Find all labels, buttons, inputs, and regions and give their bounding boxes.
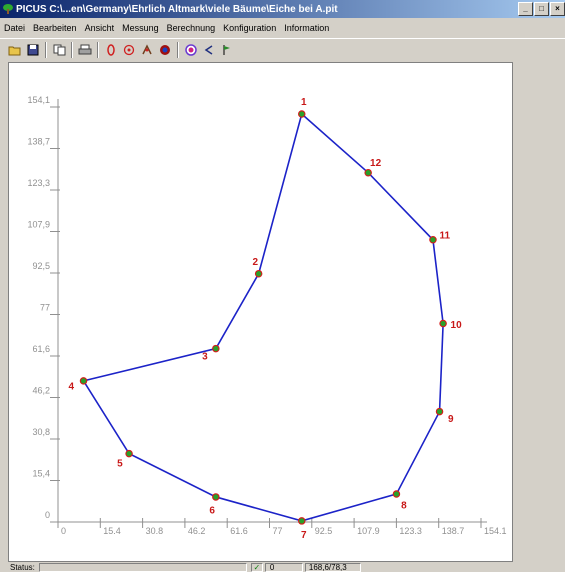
target-icon[interactable] bbox=[182, 41, 200, 59]
point-marker bbox=[439, 319, 447, 328]
y-tick-label: 92,5 bbox=[32, 261, 50, 271]
menu-berechnung[interactable]: Berechnung bbox=[166, 23, 216, 33]
x-tick-label: 30.8 bbox=[146, 526, 164, 536]
point-marker bbox=[435, 407, 444, 416]
point-label: 1 bbox=[301, 97, 307, 108]
point-marker bbox=[254, 269, 263, 278]
menu-datei[interactable]: Datei bbox=[4, 23, 26, 33]
ellipse-icon[interactable] bbox=[102, 41, 120, 59]
point-marker bbox=[298, 110, 306, 118]
series-line bbox=[82, 112, 444, 522]
tree-icon bbox=[3, 4, 13, 14]
point-label: 10 bbox=[451, 320, 463, 331]
point-marker bbox=[364, 168, 372, 177]
menu-bearbeiten[interactable]: Bearbeiten bbox=[33, 23, 77, 33]
point-label: 3 bbox=[202, 352, 208, 363]
x-tick-label: 92.5 bbox=[315, 526, 333, 536]
x-tick-label: 46.2 bbox=[188, 526, 206, 536]
y-tick-label: 15,4 bbox=[32, 469, 50, 479]
y-tick-label: 154,1 bbox=[27, 95, 50, 105]
open-folder-icon[interactable] bbox=[6, 41, 24, 59]
point-marker bbox=[429, 236, 437, 244]
y-tick-label: 77 bbox=[40, 303, 50, 313]
point-label: 2 bbox=[253, 257, 259, 268]
window-controls: _ □ × bbox=[517, 2, 565, 16]
toolbar-separator bbox=[177, 41, 179, 58]
point-marker bbox=[212, 493, 220, 501]
x-tick-label: 154.1 bbox=[484, 526, 507, 536]
toolbar-separator bbox=[97, 41, 99, 58]
y-tick-label: 138,7 bbox=[27, 137, 50, 147]
menu-bar: Datei Bearbeiten Ansicht Messung Berechn… bbox=[0, 18, 565, 38]
y-tick-label: 61,6 bbox=[32, 344, 50, 354]
window-title: PICUS C:\...en\Germany\Ehrlich Altmark\v… bbox=[16, 3, 338, 15]
tree-section-icon[interactable] bbox=[120, 41, 138, 59]
point-label: 7 bbox=[301, 530, 307, 541]
menu-messung[interactable]: Messung bbox=[122, 23, 159, 33]
status-label: Status: bbox=[10, 562, 35, 572]
minimize-button[interactable]: _ bbox=[518, 2, 533, 16]
flag-icon[interactable] bbox=[218, 41, 236, 59]
menu-information[interactable]: Information bbox=[284, 23, 330, 33]
point-label: 11 bbox=[439, 230, 450, 241]
x-tick-label: 77 bbox=[273, 526, 283, 536]
x-tick-label: 107.9 bbox=[357, 526, 380, 536]
x-tick-label: 61.6 bbox=[230, 526, 248, 536]
y-tick-label: 123,3 bbox=[27, 178, 50, 188]
x-tick-label: 0 bbox=[61, 526, 66, 536]
save-icon[interactable] bbox=[24, 41, 42, 59]
print-icon[interactable] bbox=[76, 41, 94, 59]
y-tick-label: 30,8 bbox=[32, 427, 50, 437]
point-marker bbox=[125, 449, 133, 458]
point-marker bbox=[79, 377, 88, 385]
y-tick-label: 46,2 bbox=[32, 386, 50, 396]
arrow-icon[interactable] bbox=[200, 41, 218, 59]
x-tick-label: 15.4 bbox=[103, 526, 121, 536]
point-marker bbox=[298, 517, 306, 525]
y-tick-label: 0 bbox=[45, 510, 50, 520]
point-label: 6 bbox=[209, 505, 215, 516]
status-check-field: ✓ bbox=[250, 562, 263, 572]
x-tick-label: 123.3 bbox=[399, 526, 422, 536]
y-tick-label: 107,9 bbox=[27, 220, 50, 230]
tree-section-chart: 0 15.4 30.8 46.2 61.6 77 92.5 107.9 123.3 138.7 15… bbox=[27, 95, 507, 541]
maximize-button[interactable]: □ bbox=[534, 2, 549, 16]
copy-icon[interactable] bbox=[50, 41, 68, 59]
status-coords-field: 168,6/78,3 bbox=[304, 562, 361, 572]
menu-konfiguration[interactable]: Konfiguration bbox=[223, 23, 277, 33]
point-marker bbox=[212, 344, 220, 353]
measure-icon[interactable] bbox=[138, 41, 156, 59]
toolbar-separator bbox=[71, 41, 73, 58]
status-bar: Status: ✓ 0 168,6/78,3 bbox=[0, 562, 565, 572]
menu-ansicht[interactable]: Ansicht bbox=[84, 23, 115, 33]
point-label: 5 bbox=[117, 459, 123, 470]
point-label: 8 bbox=[401, 501, 407, 512]
title-bar: PICUS C:\...en\Germany\Ehrlich Altmark\v… bbox=[0, 0, 565, 18]
status-message-field bbox=[38, 562, 247, 572]
toolbar-separator bbox=[45, 41, 47, 58]
color-icon[interactable] bbox=[156, 41, 174, 59]
toolbar bbox=[0, 38, 565, 60]
point-label: 4 bbox=[69, 381, 75, 392]
close-button[interactable]: × bbox=[550, 2, 565, 16]
point-marker bbox=[392, 490, 401, 498]
x-tick-label: 138.7 bbox=[442, 526, 465, 536]
point-label: 9 bbox=[448, 414, 454, 425]
chart-panel[interactable]: 0 15.4 30.8 46.2 61.6 77 92.5 107.9 123.3 138.7 15… bbox=[8, 62, 513, 562]
point-label: 12 bbox=[370, 158, 382, 169]
status-value-field: 0 bbox=[264, 562, 303, 572]
